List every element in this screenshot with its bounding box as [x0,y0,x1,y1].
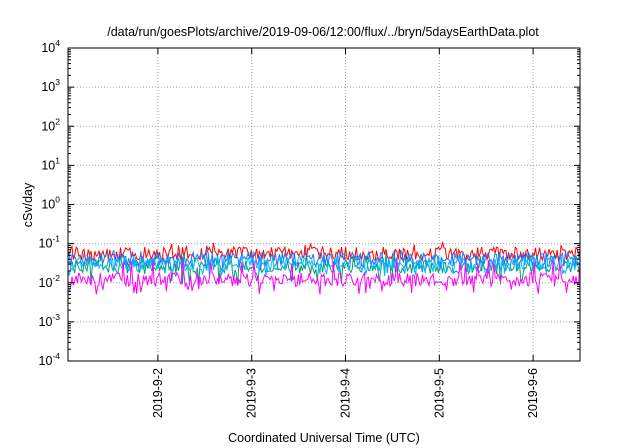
y-tick-label: 103 [41,77,60,94]
y-tick-label: 100 [41,195,60,212]
chart-title: /data/run/goesPlots/archive/2019-09-06/1… [107,25,539,39]
y-tick-label: 101 [41,155,60,172]
series-layer [67,240,581,295]
x-tick-labels: 2019-9-2 2019-9-3 2019-9-4 2019-9-5 2019-9-6 [151,368,540,418]
y-tick-label: 102 [41,116,60,133]
tick-marks [68,47,580,362]
x-axis-label: Coordinated Universal Time (UTC) [228,431,420,445]
y-tick-labels: 10-4 10-3 10-2 10-1 100 101 102 103 104 [39,38,61,368]
x-tick-label: 2019-9-3 [245,368,259,418]
series-line [67,240,581,263]
y-tick-label: 10-2 [39,273,61,290]
y-tick-label: 10-3 [39,312,61,329]
y-tick-label: 10-4 [39,351,61,368]
series-line [67,259,581,295]
y-tick-label: 10-1 [39,234,61,251]
y-tick-label: 104 [41,38,60,55]
x-tick-label: 2019-9-2 [151,368,165,418]
y-axis-label: cSv/day [21,182,35,227]
x-tick-label: 2019-9-5 [432,368,446,418]
x-tick-label: 2019-9-4 [338,368,352,418]
grid-lines [68,48,580,361]
x-tick-label: 2019-9-6 [526,368,540,418]
